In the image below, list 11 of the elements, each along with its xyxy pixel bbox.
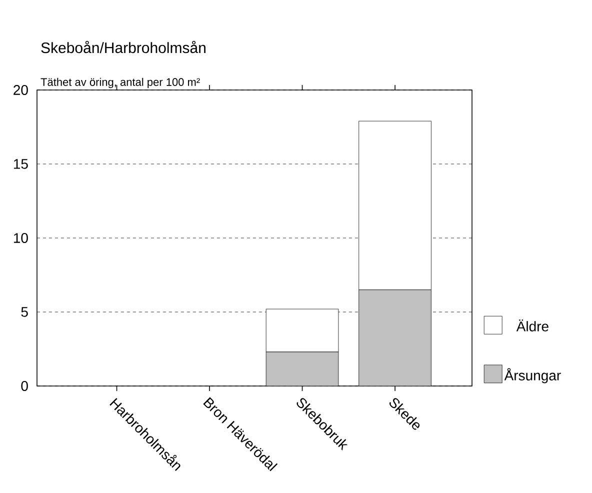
y-tick-label: 5	[21, 307, 28, 317]
y-tick-label: 0	[21, 381, 28, 391]
bar	[266, 352, 339, 386]
y-axis-title: Täthet av öring, antal per 100 m²	[40, 78, 200, 88]
y-tick-label: 10	[14, 233, 28, 243]
legend-label: Äldre	[516, 320, 548, 332]
y-tick-label: 15	[14, 159, 28, 169]
bar	[358, 290, 432, 386]
legend-label: Årsungar	[504, 368, 561, 384]
chart-title: Skeboån/Harbroholmsån	[41, 40, 206, 54]
y-tick-label: 20	[14, 85, 28, 95]
